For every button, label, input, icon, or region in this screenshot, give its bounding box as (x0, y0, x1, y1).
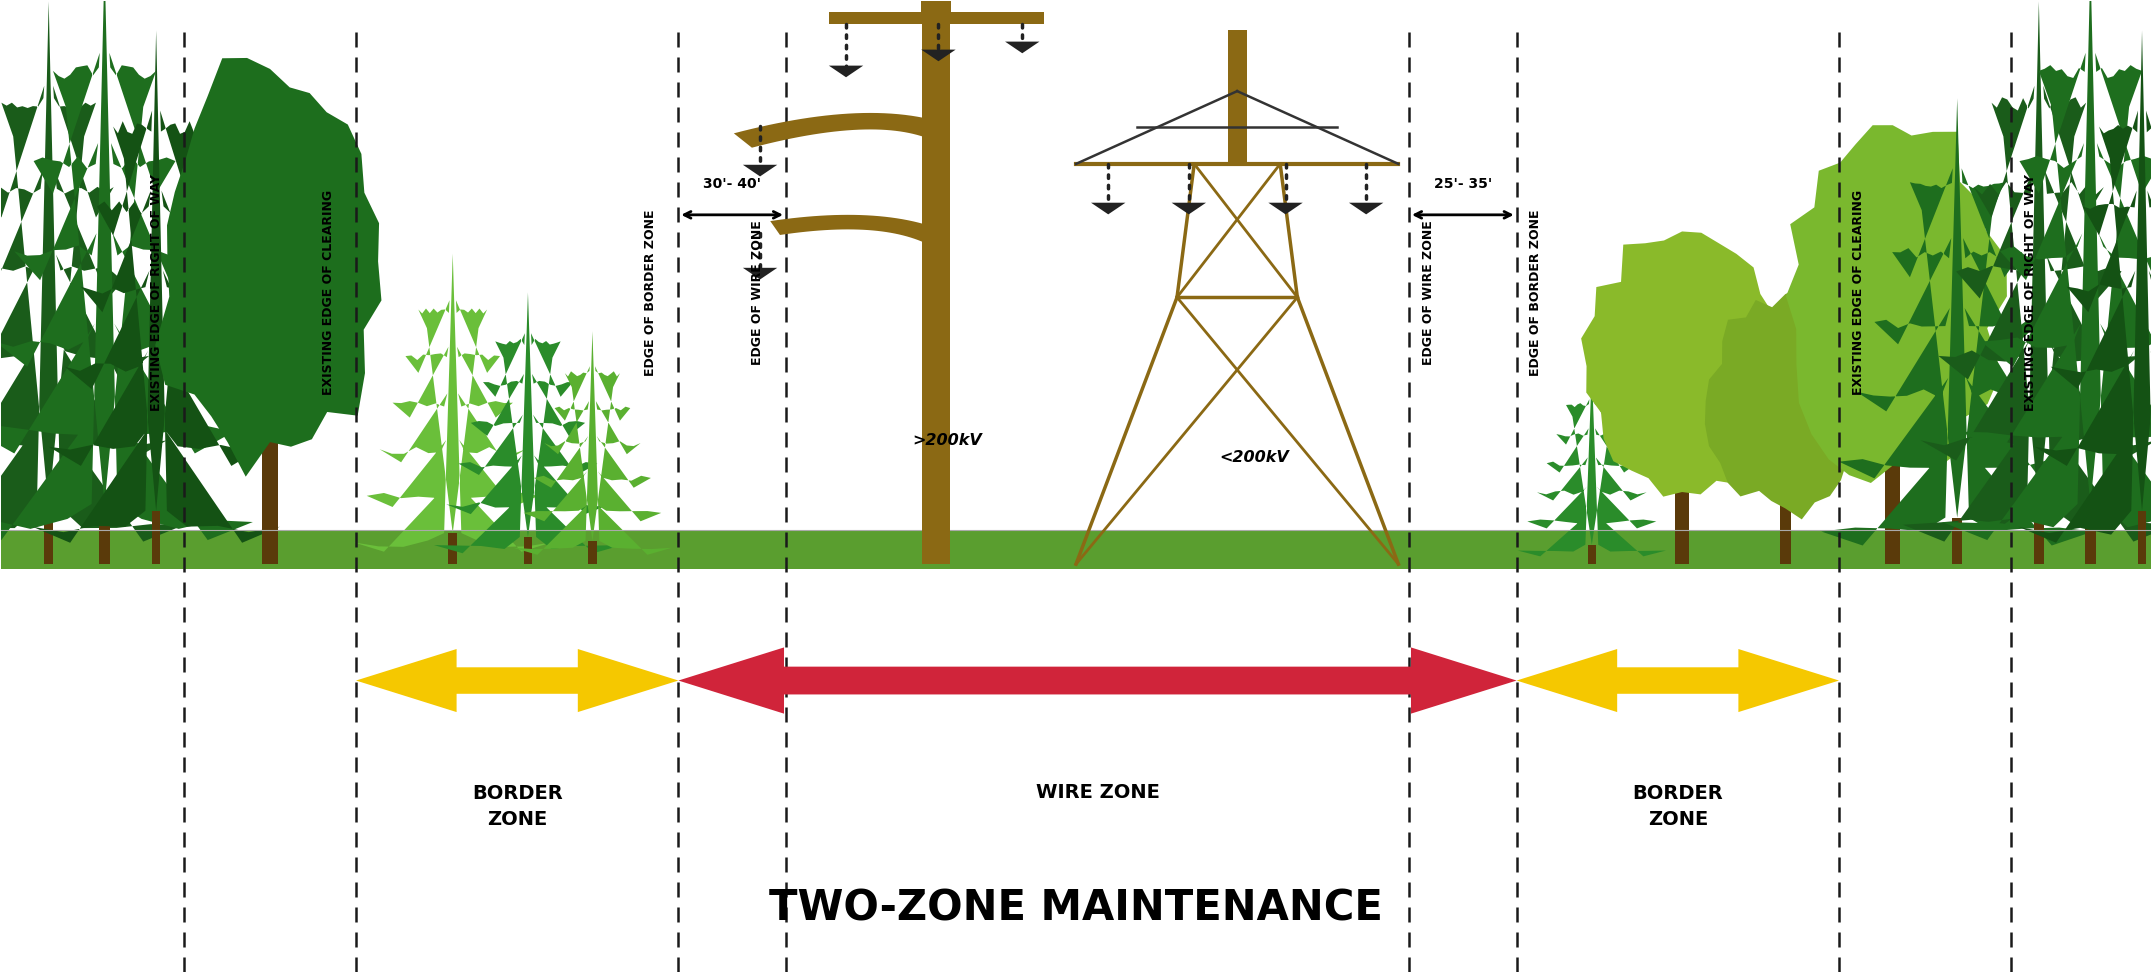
Bar (43, 508, 54, 564)
Polygon shape (1517, 370, 1666, 557)
Polygon shape (678, 647, 1517, 713)
Bar (1885, 421, 1900, 564)
Polygon shape (1268, 202, 1302, 214)
Bar (829, 13, 1044, 24)
Polygon shape (1171, 202, 1205, 214)
Polygon shape (1786, 126, 2008, 483)
Polygon shape (770, 215, 947, 243)
Bar (2, 530, 2150, 569)
Polygon shape (355, 649, 678, 712)
Text: 30'- 40': 30'- 40' (704, 176, 762, 191)
Polygon shape (1091, 202, 1125, 214)
Polygon shape (1349, 202, 1384, 214)
Bar (99, 504, 110, 564)
Text: EDGE OF BORDER ZONE: EDGE OF BORDER ZONE (643, 209, 656, 376)
Bar (1952, 518, 1963, 564)
Polygon shape (514, 331, 671, 555)
Text: EXISTING EDGE OF RIGHT OF WAY: EXISTING EDGE OF RIGHT OF WAY (151, 174, 164, 411)
Polygon shape (1941, 0, 2152, 540)
Text: EDGE OF WIRE ZONE: EDGE OF WIRE ZONE (751, 220, 764, 365)
Polygon shape (734, 113, 947, 148)
Bar (2034, 508, 2044, 564)
Text: BORDER
ZONE: BORDER ZONE (471, 784, 562, 829)
Bar (1227, 30, 1246, 163)
Bar (2085, 504, 2096, 564)
Text: TWO-ZONE MAINTENANCE: TWO-ZONE MAINTENANCE (768, 887, 1384, 929)
Polygon shape (435, 293, 622, 554)
Polygon shape (1704, 286, 1861, 520)
Bar (587, 541, 596, 564)
Bar (448, 533, 456, 564)
Polygon shape (32, 30, 280, 543)
Text: BORDER
ZONE: BORDER ZONE (1633, 784, 1724, 829)
Polygon shape (742, 268, 777, 279)
Polygon shape (1821, 98, 2094, 546)
Text: EDGE OF WIRE ZONE: EDGE OF WIRE ZONE (1422, 220, 1435, 365)
Text: EDGE OF BORDER ZONE: EDGE OF BORDER ZONE (1530, 209, 1543, 376)
Bar (921, 0, 951, 13)
Bar (923, 1, 951, 564)
Bar (263, 403, 278, 564)
Bar (1674, 458, 1689, 564)
Bar (153, 511, 161, 564)
Text: <200kV: <200kV (1220, 450, 1289, 465)
Polygon shape (742, 164, 777, 176)
Text: WIRE ZONE: WIRE ZONE (1035, 782, 1160, 802)
Bar (1780, 477, 1790, 564)
Polygon shape (1582, 232, 1780, 496)
Polygon shape (2019, 30, 2152, 543)
Polygon shape (0, 1, 185, 542)
Polygon shape (1517, 649, 1840, 712)
Text: EXISTING EDGE OF CLEARING: EXISTING EDGE OF CLEARING (1853, 190, 1866, 395)
Polygon shape (0, 0, 252, 540)
Text: 25'- 35': 25'- 35' (1433, 176, 1491, 191)
Polygon shape (921, 50, 955, 61)
Polygon shape (353, 254, 551, 552)
Text: >200kV: >200kV (912, 433, 981, 448)
Polygon shape (1005, 42, 1039, 54)
Polygon shape (1902, 1, 2152, 542)
Bar (2137, 511, 2146, 564)
Bar (523, 537, 532, 564)
Polygon shape (829, 65, 863, 77)
Text: EXISTING EDGE OF CLEARING: EXISTING EDGE OF CLEARING (321, 190, 334, 395)
Bar (1588, 545, 1597, 564)
Polygon shape (155, 58, 381, 477)
Bar (2, 545, 2150, 569)
Text: EXISTING EDGE OF RIGHT OF WAY: EXISTING EDGE OF RIGHT OF WAY (2023, 174, 2036, 411)
